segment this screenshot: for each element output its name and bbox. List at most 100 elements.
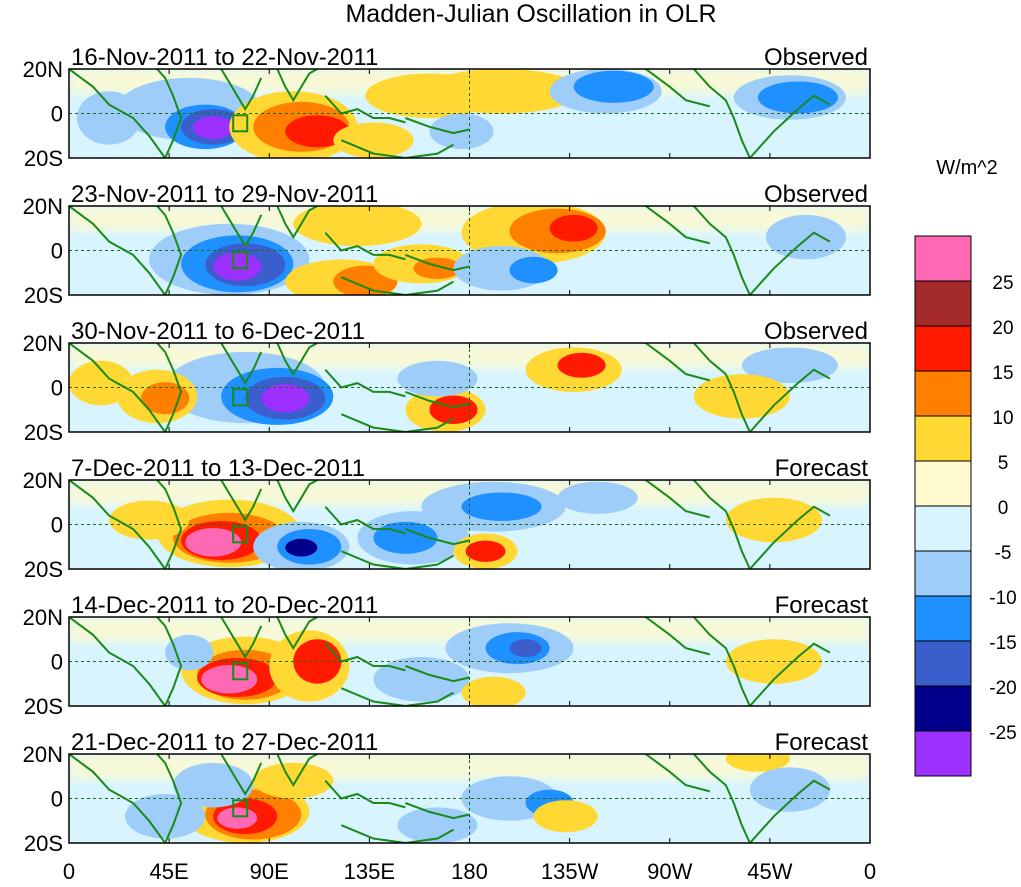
longitude-label: 45W bbox=[747, 859, 792, 884]
olr-anomaly-contour bbox=[69, 360, 134, 406]
coastline bbox=[340, 824, 454, 843]
olr-anomaly-contour bbox=[193, 116, 234, 140]
olr-anomaly-contour bbox=[765, 214, 846, 260]
panel-dates: 14-Dec-2011 to 20-Dec-2011 bbox=[71, 592, 378, 619]
latitude-label: 20S bbox=[24, 694, 63, 719]
olr-panel: 16-Nov-2011 to 22-Nov-2011 Observed 20N 0 20… bbox=[23, 44, 871, 171]
latitude-label: 0 bbox=[51, 376, 63, 401]
coastline bbox=[220, 617, 263, 659]
coastline bbox=[156, 69, 183, 158]
colorbar-swatch bbox=[914, 730, 972, 777]
longitude-label: 90E bbox=[250, 859, 289, 884]
latitude-label: 20N bbox=[23, 331, 63, 356]
coastline bbox=[156, 754, 183, 843]
colorbar-label: 15 bbox=[992, 363, 1013, 384]
coastline bbox=[69, 480, 166, 569]
index-box bbox=[232, 251, 249, 270]
panel-dates: 21-Dec-2011 to 27-Dec-2011 bbox=[71, 729, 378, 756]
olr-anomaly-contour bbox=[741, 347, 838, 384]
longitude-label: 135E bbox=[344, 859, 395, 884]
coastline bbox=[645, 480, 711, 519]
olr-anomaly-contour bbox=[509, 639, 542, 658]
colorbar-label: -15 bbox=[989, 633, 1016, 654]
coastline bbox=[156, 206, 183, 295]
colorbar-swatch bbox=[914, 235, 972, 282]
colorbar-label: 25 bbox=[992, 273, 1013, 294]
coastline bbox=[749, 642, 831, 706]
longitude-axis: 0 45E 90E 135E 180 135W 90W 45W 0 bbox=[63, 859, 876, 884]
latitude-label: 0 bbox=[51, 239, 63, 264]
latitude-label: 0 bbox=[51, 650, 63, 675]
coastline bbox=[749, 505, 831, 569]
coastline bbox=[156, 617, 183, 706]
longitude-label: 0 bbox=[864, 859, 876, 884]
coastline bbox=[220, 480, 263, 522]
colorbar-swatch bbox=[914, 460, 972, 507]
latitude-label: 20S bbox=[24, 831, 63, 856]
latitude-label: 0 bbox=[51, 787, 63, 812]
olr-anomaly-contour bbox=[429, 395, 478, 424]
panel-dates: 7-Dec-2011 to 13-Dec-2011 bbox=[71, 455, 365, 482]
olr-anomaly-contour bbox=[285, 538, 318, 557]
olr-anomaly-contour bbox=[333, 122, 414, 158]
olr-anomaly-contour bbox=[573, 70, 654, 103]
latitude-label: 20S bbox=[24, 146, 63, 171]
index-box bbox=[232, 525, 249, 544]
latitude-label: 20N bbox=[23, 742, 63, 767]
latitude-label: 20N bbox=[23, 468, 63, 493]
coastline bbox=[693, 754, 751, 843]
olr-panel: 23-Nov-2011 to 29-Nov-2011 Observed 20N 0 20… bbox=[23, 181, 871, 308]
coastline bbox=[340, 276, 454, 295]
figure-title: Madden-Julian Oscillation in OLR bbox=[345, 0, 716, 28]
coastline bbox=[405, 117, 470, 135]
panel-kind: Forecast bbox=[775, 729, 869, 756]
coastline bbox=[220, 343, 263, 386]
latitude-label: 20N bbox=[23, 57, 63, 82]
olr-anomaly-contour bbox=[373, 657, 470, 702]
coastline bbox=[693, 617, 751, 706]
colorbar-label: 10 bbox=[992, 408, 1013, 429]
olr-anomaly-contour bbox=[557, 352, 606, 378]
latitude-label: 20N bbox=[23, 194, 63, 219]
colorbar-units: W/m^2 bbox=[936, 157, 998, 179]
olr-anomaly-contour bbox=[285, 115, 350, 148]
coastline bbox=[220, 69, 263, 112]
colorbar-swatch bbox=[914, 550, 972, 597]
olr-panel: 7-Dec-2011 to 13-Dec-2011 Forecast 20N 0 20S bbox=[23, 455, 871, 582]
coastline bbox=[340, 139, 454, 158]
coastline bbox=[693, 480, 751, 569]
olr-anomaly-contour bbox=[141, 382, 190, 415]
panels: 16-Nov-2011 to 22-Nov-2011 Observed 20N 0 20… bbox=[23, 44, 871, 856]
olr-anomaly-contour bbox=[109, 500, 190, 540]
olr-anomaly-contour bbox=[185, 528, 242, 557]
coastline bbox=[276, 617, 318, 651]
colorbar-label: -5 bbox=[995, 543, 1012, 564]
longitude-label: 135W bbox=[541, 859, 599, 884]
olr-anomaly-contour bbox=[749, 767, 830, 812]
coastline bbox=[340, 413, 454, 432]
coastline bbox=[645, 343, 711, 382]
latitude-label: 0 bbox=[51, 513, 63, 538]
olr-anomaly-contour bbox=[125, 794, 206, 839]
colorbar-swatch bbox=[914, 325, 972, 372]
coastline bbox=[645, 69, 711, 108]
coastline bbox=[156, 343, 183, 432]
colorbar-label: -20 bbox=[989, 678, 1016, 699]
coastline bbox=[405, 528, 470, 546]
olr-anomaly-contour bbox=[693, 374, 790, 419]
latitude-label: 20S bbox=[24, 283, 63, 308]
olr-anomaly-contour bbox=[725, 497, 822, 543]
latitude-label: 20S bbox=[24, 557, 63, 582]
coastline bbox=[69, 617, 166, 706]
coastline bbox=[693, 69, 751, 158]
longitude-label: 0 bbox=[63, 859, 75, 884]
coastline bbox=[220, 206, 263, 249]
coastline bbox=[69, 754, 166, 843]
olr-panel: 14-Dec-2011 to 20-Dec-2011 Forecast 20N 0 20… bbox=[23, 592, 871, 719]
colorbar-swatch bbox=[914, 505, 972, 552]
index-box bbox=[232, 799, 249, 818]
colorbar-label: -25 bbox=[989, 723, 1016, 744]
colorbar: W/m^2 25 20 15 10 5 0 -5 -10 -15 -20 -25 bbox=[914, 157, 1017, 777]
panel-kind: Forecast bbox=[775, 455, 869, 482]
olr-anomaly-contour bbox=[213, 252, 262, 281]
